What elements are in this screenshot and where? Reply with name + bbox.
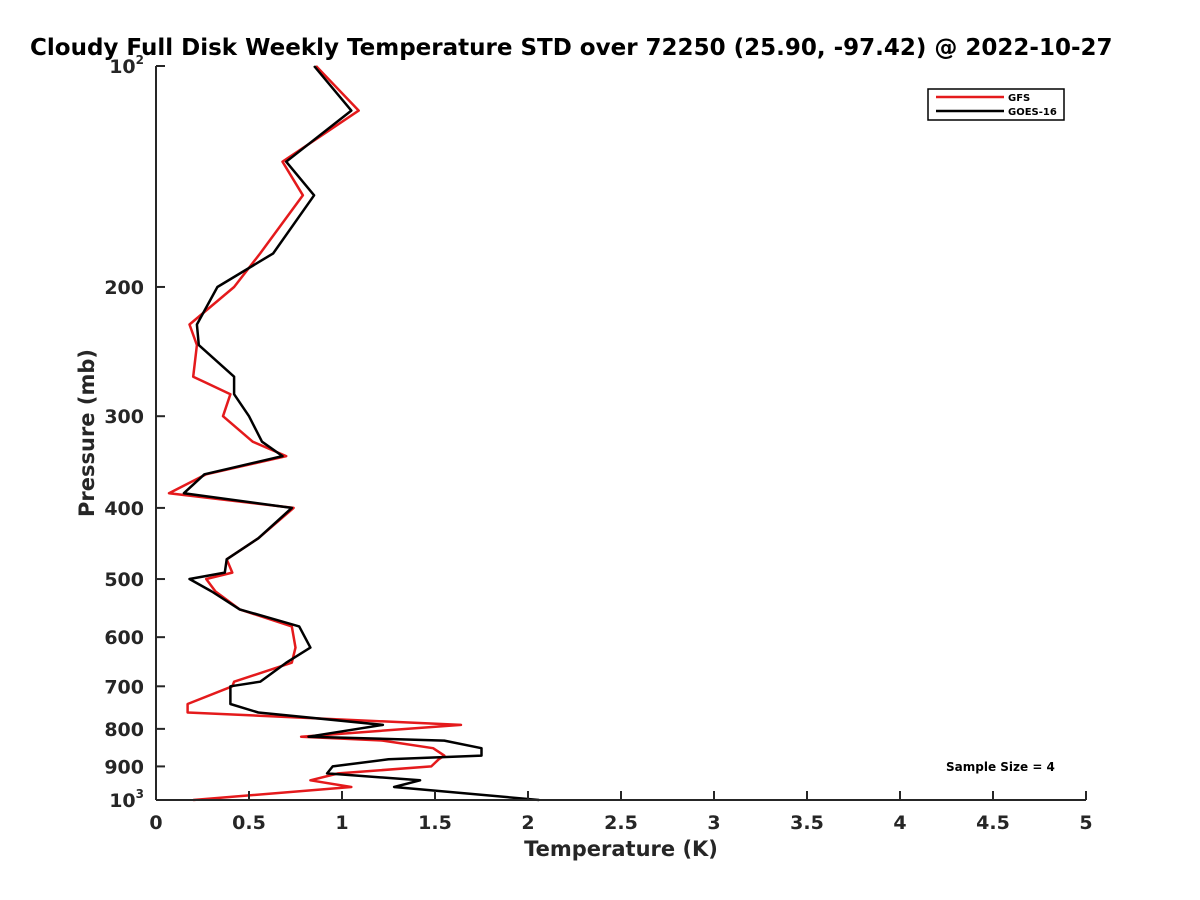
- x-tick-label: 1: [335, 812, 348, 834]
- x-tick-label: 0.5: [232, 812, 266, 834]
- y-tick-label: 600: [104, 627, 144, 649]
- y-tick-label: 300: [104, 406, 144, 428]
- x-tick-label: 3.5: [790, 812, 824, 834]
- series-line-goes16: [182, 65, 540, 802]
- x-axis-label: Temperature (K): [524, 837, 718, 861]
- x-tick-label: 2: [521, 812, 534, 834]
- x-tick-label: 4.5: [976, 812, 1010, 834]
- series-layer: [167, 65, 540, 802]
- y-axis-label: Pressure (mb): [75, 349, 99, 517]
- y-tick-label: 103: [109, 787, 144, 812]
- y-tick-layer: 102 200 300 400 500 600 700 800 900 103: [104, 53, 165, 812]
- y-tick-label: 500: [104, 569, 144, 591]
- x-tick-label: 3: [707, 812, 720, 834]
- x-tick-label: 5: [1079, 812, 1092, 834]
- legend-box: [927, 88, 1065, 121]
- legend: GFS GOES-16: [927, 88, 1065, 121]
- series-line-gfs: [167, 65, 463, 802]
- x-tick-label: 4: [893, 812, 906, 834]
- chart-title: Cloudy Full Disk Weekly Temperature STD …: [30, 35, 1113, 61]
- y-tick-label: 200: [104, 277, 144, 299]
- x-tick-label: 1.5: [418, 812, 452, 834]
- x-tick-label: 0: [149, 812, 162, 834]
- y-tick-label: 800: [104, 719, 144, 741]
- y-tick-label: 102: [109, 53, 144, 78]
- sample-size-annotation: Sample Size = 4: [946, 760, 1055, 774]
- legend-label-gfs: GFS: [1008, 93, 1030, 104]
- y-tick-label: 900: [104, 756, 144, 778]
- y-tick-label: 700: [104, 676, 144, 698]
- y-tick-label: 400: [104, 498, 144, 520]
- legend-label-goes16: GOES-16: [1008, 107, 1057, 118]
- x-tick-label: 2.5: [604, 812, 638, 834]
- axes-layer: [155, 66, 1086, 801]
- x-tick-layer: 0 0.5 1 1.5 2 2.5 3 3.5 4 4.5 5: [149, 791, 1093, 834]
